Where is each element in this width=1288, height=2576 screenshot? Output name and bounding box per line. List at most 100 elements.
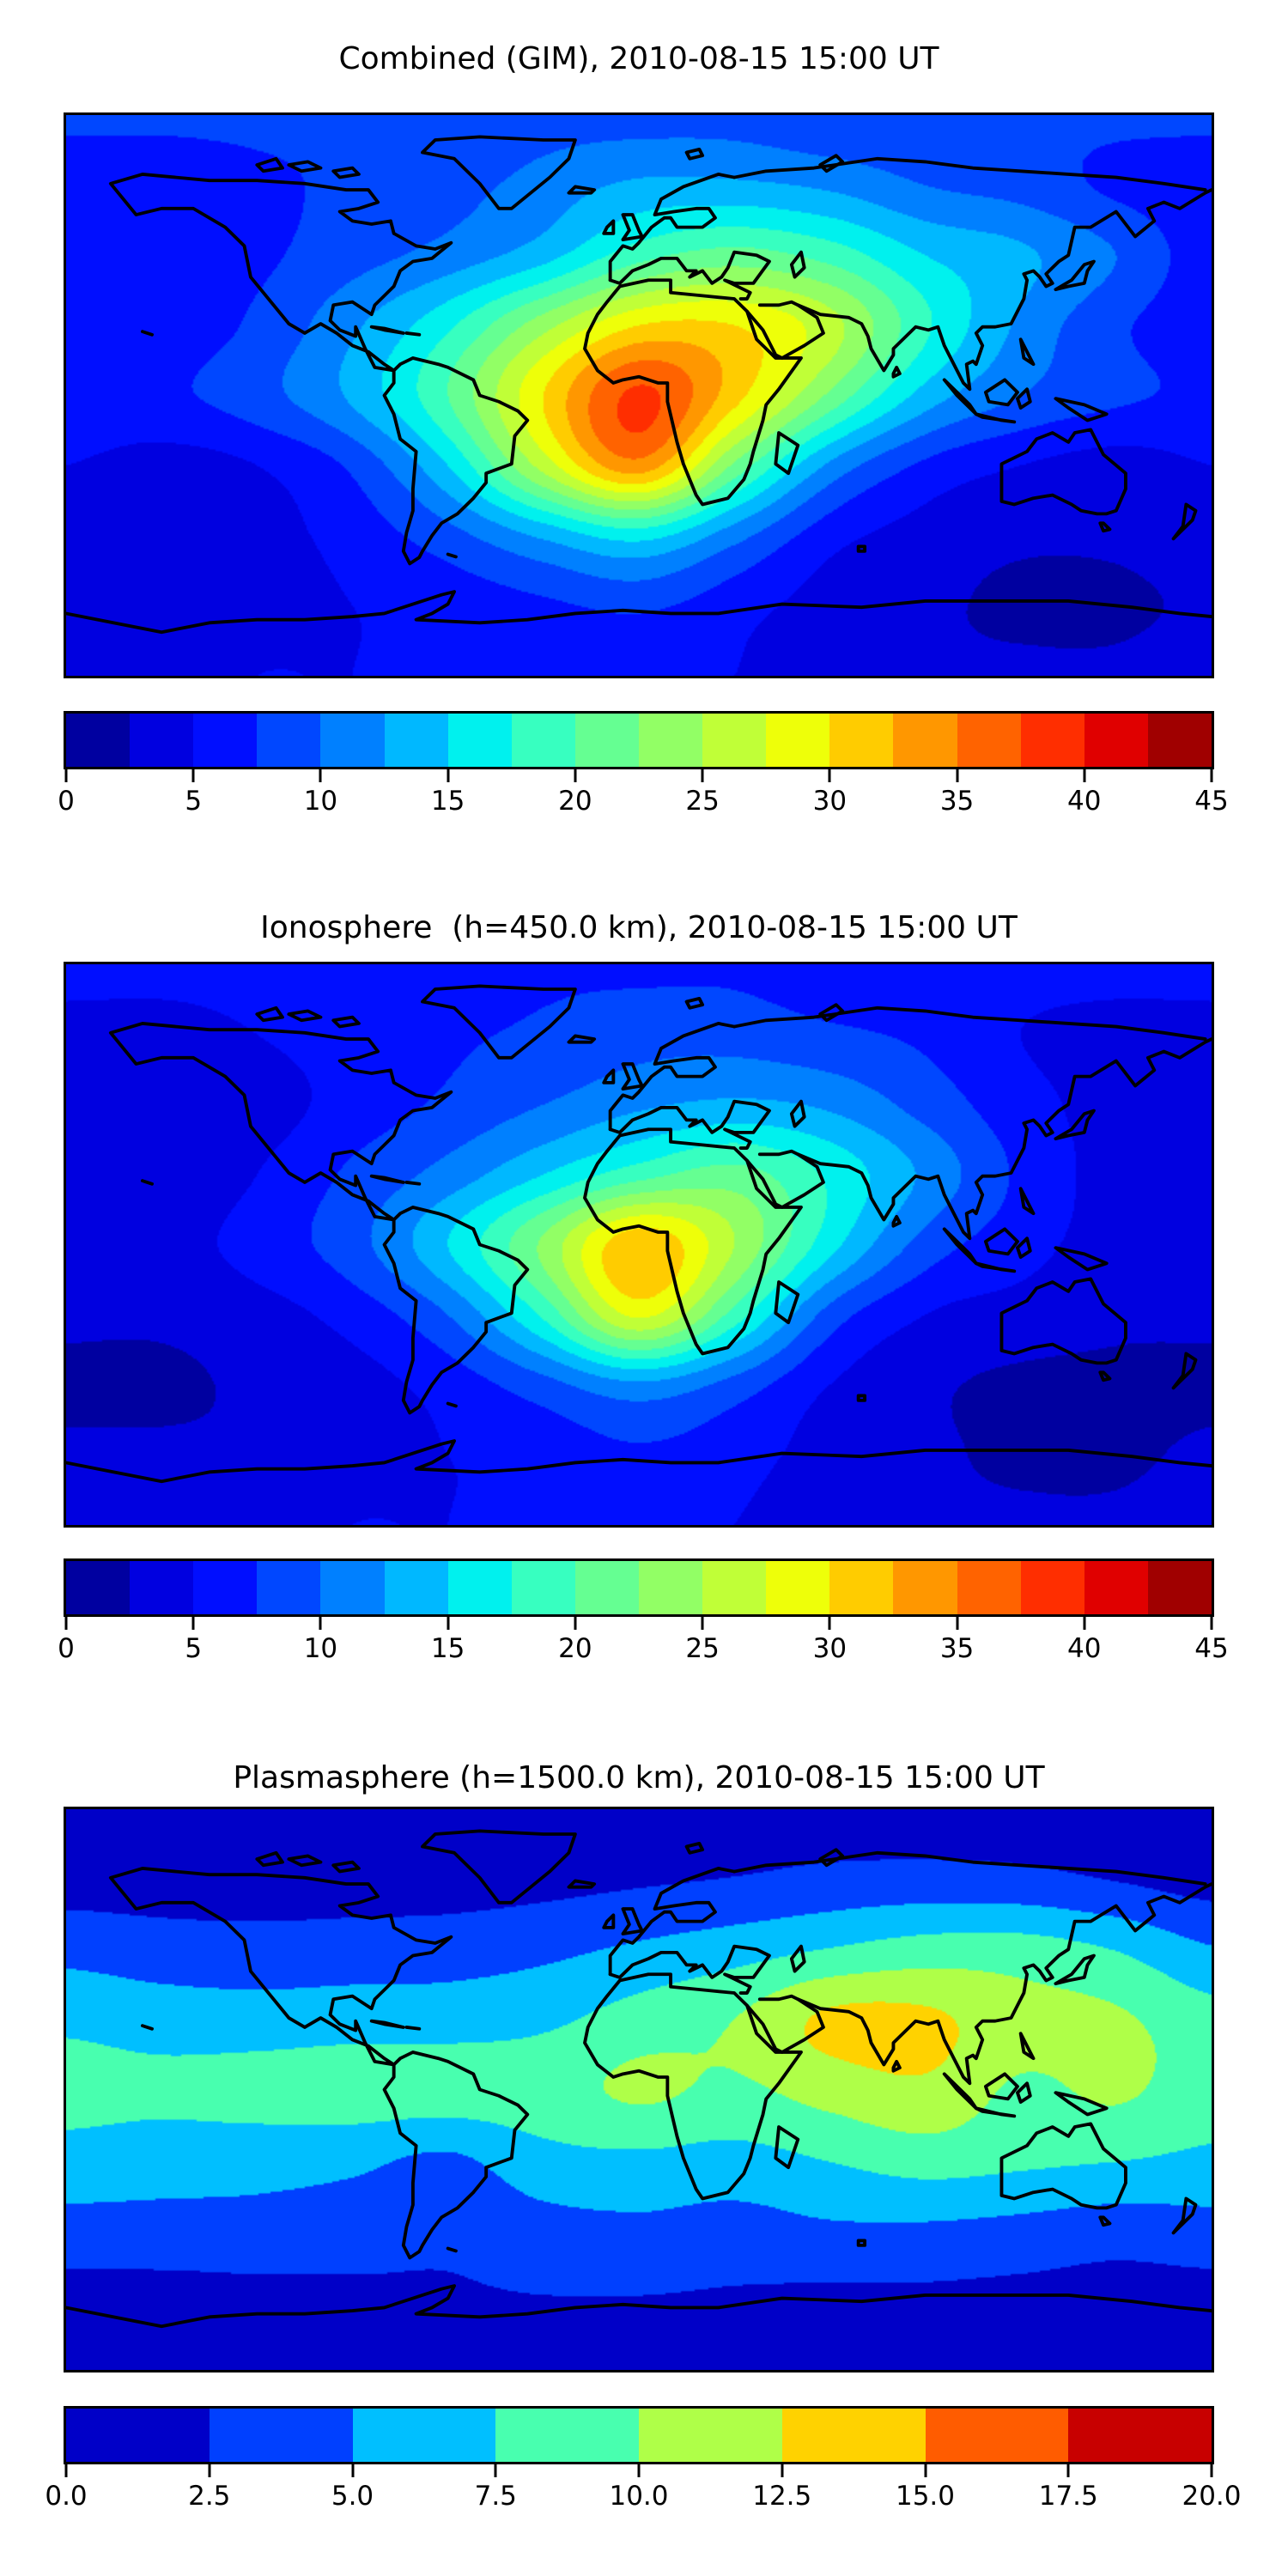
colorbar-tick xyxy=(574,769,577,782)
colorbar-segment xyxy=(702,714,767,767)
colorbar-tick xyxy=(1210,1617,1213,1630)
colorbar-tick-labels: 0 5 10 15 20 25 30 35 40 45 xyxy=(58,1630,1229,1664)
colorbar-segment xyxy=(257,714,321,767)
colorbar-tick xyxy=(64,2464,68,2477)
colorbar-tick-label: 30 xyxy=(812,1633,848,1664)
colorbar-gradient xyxy=(64,2406,1214,2464)
colorbar-tick xyxy=(781,2464,784,2477)
colorbar-segment xyxy=(1020,1561,1084,1614)
colorbar-segment xyxy=(1084,1561,1148,1614)
colorbar-segment xyxy=(130,1561,194,1614)
colorbar-tick xyxy=(494,2464,497,2477)
colorbar-tick xyxy=(701,769,704,782)
colorbar-tick xyxy=(1083,1617,1086,1630)
colorbar-gradient xyxy=(64,1558,1214,1617)
colorbar-segment xyxy=(957,714,1021,767)
colorbar-tick-label: 25 xyxy=(685,1633,720,1664)
colorbar-segment xyxy=(1084,714,1148,767)
colorbar-segment xyxy=(320,1561,385,1614)
colorbar-segment xyxy=(66,714,131,767)
colorbar-tick-label: 0 xyxy=(58,1633,75,1664)
colorbar-segment xyxy=(829,714,894,767)
colorbar-segment xyxy=(639,2409,782,2462)
colorbar-tick xyxy=(351,2464,354,2477)
colorbar-gradient xyxy=(64,711,1214,769)
colorbar-tick xyxy=(191,769,195,782)
colorbar-segment xyxy=(1020,714,1084,767)
colorbar-segment xyxy=(352,2409,496,2462)
colorbar-tick xyxy=(637,2464,641,2477)
colorbar-tick-label: 2.5 xyxy=(188,2481,231,2512)
colorbar-segment xyxy=(925,2409,1069,2462)
colorbar-tick-label: 35 xyxy=(939,1633,975,1664)
colorbar-segment xyxy=(829,1561,894,1614)
colorbar-tick-label: 15 xyxy=(430,786,465,817)
colorbar-segment xyxy=(384,1561,448,1614)
colorbar-tick-labels: 0 5 10 15 20 25 30 35 40 45 xyxy=(58,782,1229,817)
colorbar-tick-label: 25 xyxy=(685,786,720,817)
world-map-plasmasphere xyxy=(64,1807,1214,2372)
colorbar-tick xyxy=(64,1617,68,1630)
colorbar-tick-label: 20.0 xyxy=(1182,2481,1242,2512)
colorbar-segment xyxy=(638,714,703,767)
panel-title-plasmasphere: Plasmasphere (h=1500.0 km), 2010-08-15 1… xyxy=(233,1760,1045,1795)
colorbar-tick xyxy=(956,769,959,782)
colorbar-tick-label: 35 xyxy=(939,786,975,817)
colorbar-tick xyxy=(574,1617,577,1630)
colorbar-tick xyxy=(1210,2464,1213,2477)
colorbar-tick-label: 15 xyxy=(430,1633,465,1664)
colorbar-tick xyxy=(319,1617,322,1630)
panel-ionosphere: Ionosphere (h=450.0 km), 2010-08-15 15:0… xyxy=(0,908,1288,1664)
colorbar-tick xyxy=(447,769,450,782)
colorbar-tick-label: 45 xyxy=(1194,786,1229,817)
colorbar-segment xyxy=(766,714,830,767)
panel-plasmasphere: Plasmasphere (h=1500.0 km), 2010-08-15 1… xyxy=(0,1759,1288,2512)
colorbar-segment xyxy=(66,2409,210,2462)
colorbar-segment xyxy=(511,1561,575,1614)
colorbar-tick xyxy=(1066,2464,1070,2477)
colorbar-tick-label: 20 xyxy=(558,1633,592,1664)
colorbar-segment xyxy=(1147,1561,1212,1614)
colorbar-ticks xyxy=(64,1617,1213,1630)
world-map-ionosphere xyxy=(64,962,1214,1528)
colorbar-tick xyxy=(1083,769,1086,782)
colorbar-segment xyxy=(574,714,639,767)
coastlines-overlay xyxy=(66,1829,1212,2329)
colorbar-tick-label: 15.0 xyxy=(895,2481,956,2512)
colorbar-segment xyxy=(66,1561,131,1614)
colorbar-tick-label: 40 xyxy=(1067,786,1102,817)
colorbar-tick-label: 10.0 xyxy=(609,2481,669,2512)
colorbar-segment xyxy=(320,714,385,767)
colorbar-tick-label: 5 xyxy=(185,1633,203,1664)
colorbar-segment xyxy=(781,2409,926,2462)
colorbar-segment xyxy=(495,2409,639,2462)
colorbar-tick xyxy=(191,1617,195,1630)
colorbar-segment xyxy=(384,714,448,767)
colorbar-segment xyxy=(1147,714,1212,767)
colorbar-segment xyxy=(574,1561,639,1614)
colorbar-tick-label: 12.5 xyxy=(752,2481,812,2512)
colorbar-segment xyxy=(511,714,575,767)
panel-title-combined-gim: Combined (GIM), 2010-08-15 15:00 UT xyxy=(338,41,939,76)
colorbar-segment xyxy=(209,2409,353,2462)
colorbar-tick xyxy=(828,1617,831,1630)
colorbar-segment xyxy=(893,714,957,767)
colorbar-segment xyxy=(957,1561,1021,1614)
colorbar-segment xyxy=(766,1561,830,1614)
colorbar-tick-label: 0 xyxy=(58,786,75,817)
colorbar-segment xyxy=(447,1561,512,1614)
colorbar-tick xyxy=(828,769,831,782)
colorbar-tick xyxy=(956,1617,959,1630)
colorbar-tick xyxy=(924,2464,927,2477)
colorbar-tick xyxy=(1210,769,1213,782)
colorbar-tick-label: 10 xyxy=(303,786,338,817)
colorbar-segment xyxy=(257,1561,321,1614)
colorbar-tick xyxy=(319,769,322,782)
colorbar-tick-labels: 0.0 2.5 5.0 7.5 10.0 12.5 15.0 17.5 20.0 xyxy=(45,2477,1241,2512)
colorbar-tick-label: 5.0 xyxy=(331,2481,374,2512)
colorbar-tick-label: 0.0 xyxy=(45,2481,88,2512)
colorbar-segment xyxy=(130,714,194,767)
colorbar-tick-label: 30 xyxy=(812,786,848,817)
colorbar-tick-label: 20 xyxy=(558,786,592,817)
